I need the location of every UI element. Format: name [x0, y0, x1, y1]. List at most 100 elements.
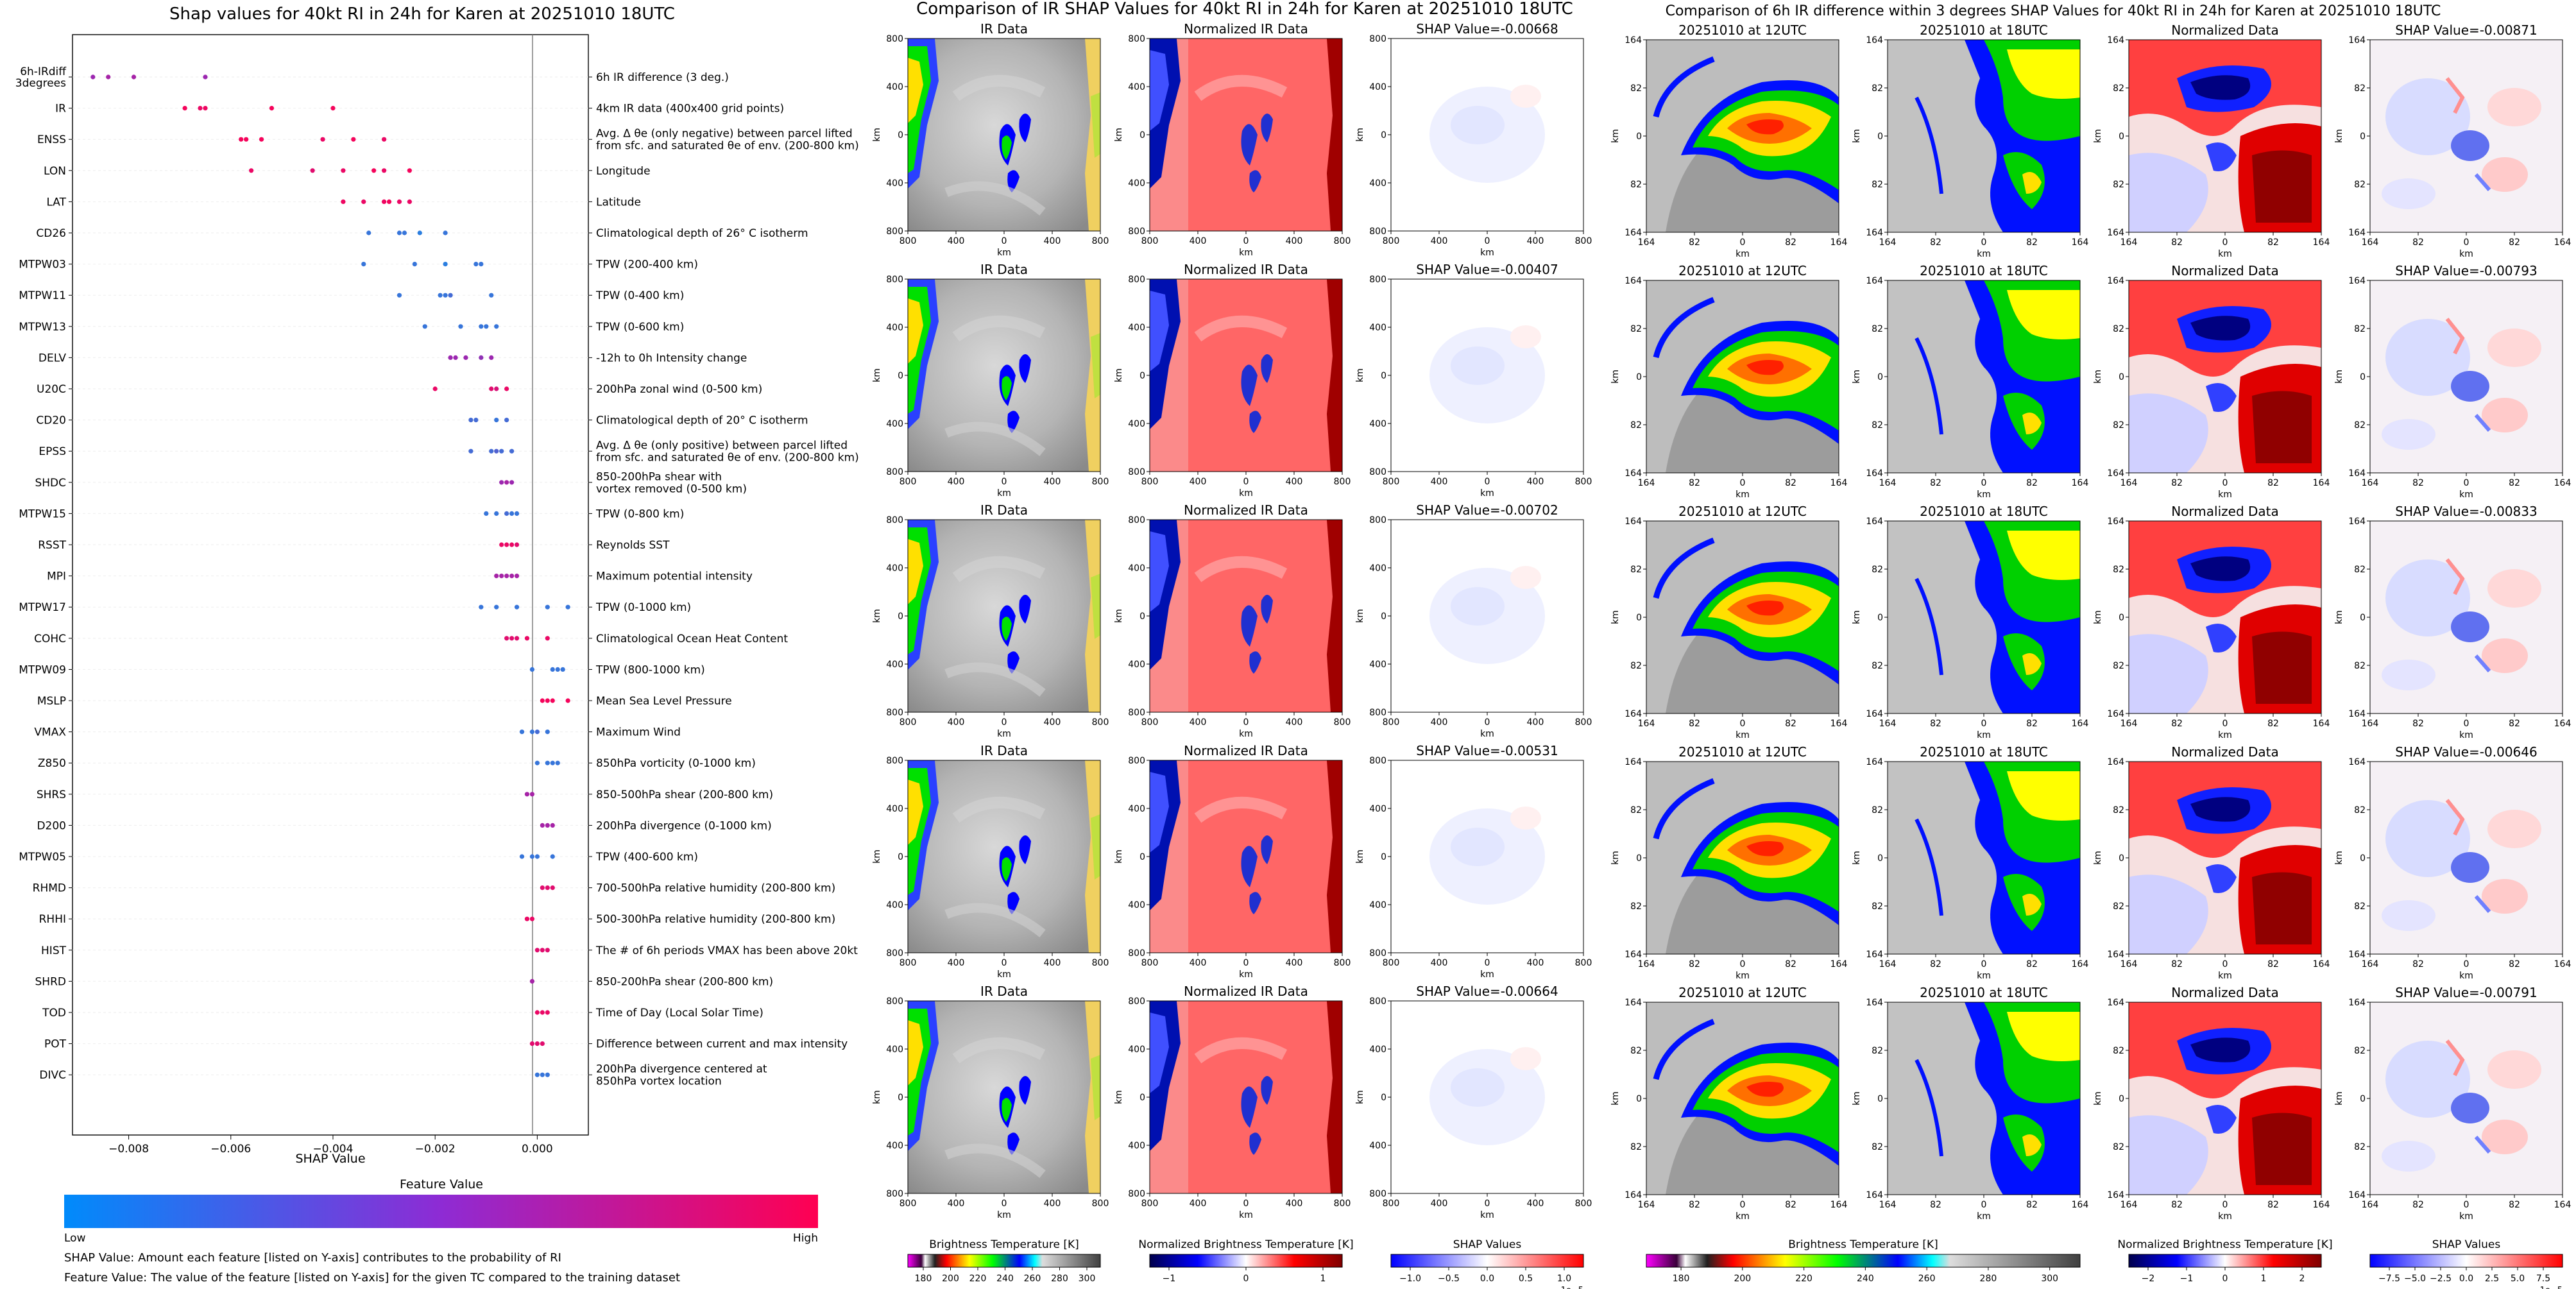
shap-feature-code: D200 [37, 819, 66, 832]
shap-feature-code: RHMD [33, 882, 66, 895]
image-y-tick-label: 82 [2113, 661, 2124, 671]
colorbar-tick-label: 0.0 [2459, 1274, 2473, 1284]
image-x-axis-label: km [2218, 249, 2232, 259]
image-x-tick-label: 82 [2412, 478, 2424, 488]
shap-point [545, 1072, 550, 1077]
image-x-tick-label: 164 [2072, 1200, 2089, 1210]
image-panel-title: 20251010 at 18UTC [1920, 504, 2048, 519]
colorbar [2369, 1254, 2563, 1268]
shap-point [244, 137, 249, 142]
image-panel-title: IR Data [980, 21, 1028, 37]
shap-feature-description: Maximum Wind [596, 726, 681, 739]
shap-point [341, 199, 346, 204]
shap-point [468, 418, 473, 423]
image-y-tick-label: 800 [1128, 34, 1145, 44]
feature-value-colorbar-title: Feature Value [400, 1177, 483, 1191]
shap-point [540, 1010, 545, 1015]
image-x-tick-label: 164 [2313, 719, 2330, 729]
shap-feature-code: SHDC [35, 477, 66, 490]
shap-point [468, 448, 473, 454]
image-x-axis-label: km [2218, 971, 2232, 981]
image-x-tick-label: 0 [1002, 1199, 1007, 1209]
image-y-tick-label: 400 [886, 323, 903, 333]
image-x-tick-label: 164 [2362, 237, 2379, 248]
colorbar-tick-label: −7.5 [2378, 1274, 2400, 1284]
image-x-axis-label: km [997, 969, 1011, 980]
colorbar-tick-label: −1 [2180, 1274, 2194, 1284]
colorbar [1390, 1254, 1584, 1268]
image-y-tick-label: 82 [1872, 1142, 1883, 1152]
image-y-tick-label: 400 [1128, 563, 1145, 574]
image-x-tick-label: 0 [1981, 719, 1987, 729]
ir-image-grid: IR Data 800 400 0 400 800 800 400 0 400 800 km km Nor… [872, 21, 1592, 1220]
shap-point [402, 230, 407, 235]
image-x-tick-label: 0 [1485, 958, 1490, 968]
shap-point [381, 168, 387, 173]
image-y-tick-label: 82 [1630, 1046, 1642, 1056]
image-x-tick-label: 82 [1930, 959, 1941, 969]
image-y-tick-label: 82 [1872, 1046, 1883, 1056]
image-x-tick-label: 0 [1740, 959, 1746, 969]
shap-point [494, 604, 499, 610]
shap-point [545, 730, 550, 735]
shap-point [397, 199, 402, 204]
shap-feature-code: MTPW11 [19, 289, 66, 302]
image-x-tick-label: 400 [1527, 717, 1544, 728]
colorbar-tick-label: 300 [1079, 1274, 1096, 1284]
shap-feature-code: CD26 [36, 227, 66, 240]
shap-feature-code: COHC [34, 633, 66, 645]
colorbar-tick-label: −2.5 [2430, 1274, 2452, 1284]
image-panel [907, 38, 1101, 232]
image-x-tick-label: 0 [1243, 236, 1249, 246]
shap-point [504, 511, 509, 516]
shap-feature-description: 850-200hPa shear (200-800 km) [596, 975, 773, 988]
image-y-tick-label: 0 [2360, 613, 2366, 623]
image-x-axis-label: km [997, 729, 1011, 739]
colorbar [1646, 1254, 2081, 1268]
image-y-tick-label: 164 [2348, 950, 2366, 960]
image-y-tick-label: 0 [898, 1093, 903, 1103]
image-y-axis-label: km [1355, 609, 1365, 623]
colorbar-tick-label: 0 [2222, 1274, 2228, 1284]
shap-point [489, 355, 494, 361]
colorbar-label: Brightness Temperature [K] [929, 1238, 1079, 1251]
colorbar [1149, 1254, 1343, 1268]
image-y-tick-label: 800 [1128, 226, 1145, 237]
image-x-tick-label: 0 [1981, 478, 1987, 488]
image-panel [1646, 761, 1839, 955]
shap-feature-description: 200hPa zonal wind (0-500 km) [596, 383, 762, 396]
image-y-tick-label: 82 [2354, 1046, 2366, 1056]
image-x-tick-label: 0 [2222, 959, 2228, 969]
image-x-tick-label: 400 [1044, 477, 1061, 487]
image-x-tick-label: 400 [1286, 717, 1303, 728]
image-y-tick-label: 164 [2348, 709, 2366, 719]
shap-point [198, 106, 203, 111]
shap-point [534, 1072, 540, 1077]
shap-point [443, 293, 448, 298]
image-y-tick-label: 0 [2360, 1094, 2366, 1104]
shap-point [351, 137, 356, 142]
shap-feature-description: 4km IR data (400x400 grid points) [596, 103, 784, 115]
image-x-tick-label: 0 [1740, 478, 1746, 488]
image-y-tick-label: 800 [1369, 275, 1386, 285]
image-panel [1149, 760, 1343, 953]
colorbar-tick-label: −1.0 [1399, 1274, 1421, 1284]
shap-feature-description: Time of Day (Local Solar Time) [595, 1007, 763, 1020]
shap-point [397, 230, 402, 235]
image-x-tick-label: 0 [1243, 1199, 1249, 1209]
shap-point [524, 916, 530, 921]
image-y-axis-label: km [1114, 609, 1124, 623]
image-x-tick-label: 0 [1243, 477, 1249, 487]
image-y-axis-label: km [1355, 368, 1365, 382]
image-y-tick-label: 800 [1369, 948, 1386, 959]
image-y-tick-label: 800 [886, 34, 903, 44]
image-x-tick-label: 82 [1689, 719, 1700, 729]
shap-point [540, 948, 545, 953]
shap-feature-code: ENSS [37, 133, 66, 146]
shap-feature-description: TPW (0-600 km) [595, 321, 684, 334]
image-x-tick-label: 82 [1689, 237, 1700, 248]
image-x-tick-label: 0 [1002, 236, 1007, 246]
colorbar-tick-label: 220 [969, 1274, 987, 1284]
shap-feature-description: 200hPa divergence (0-1000 km) [596, 819, 772, 832]
